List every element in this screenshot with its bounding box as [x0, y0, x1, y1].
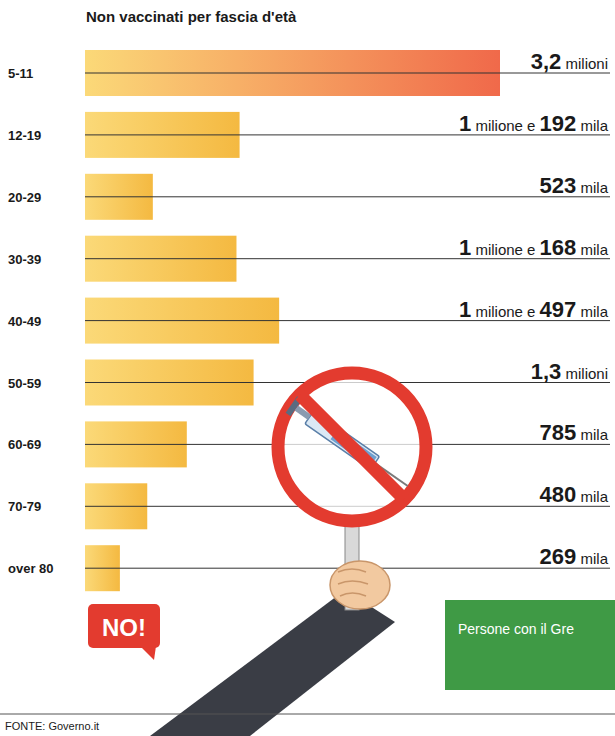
source: FONTE: Governo.it	[5, 720, 99, 732]
label-number: 192	[540, 111, 577, 136]
row-rule	[85, 320, 610, 321]
data-label: 269 mila	[540, 544, 609, 569]
category-label: 50-59	[8, 376, 41, 391]
green-box	[445, 600, 615, 690]
label-number: 1	[459, 235, 471, 260]
data-label: 1,3 milioni	[531, 359, 608, 384]
no-badge-tail	[140, 646, 156, 660]
label-number: 480	[540, 482, 577, 507]
sign-slash	[300, 395, 404, 499]
label-unit: milione e	[471, 303, 539, 320]
label-unit: milioni	[561, 365, 608, 382]
no-badge	[88, 604, 160, 648]
label-unit: mila	[576, 426, 608, 443]
hand	[330, 561, 390, 609]
row-rule	[85, 134, 610, 135]
label-number: 785	[540, 420, 577, 445]
category-label: 5-11	[8, 66, 33, 81]
label-number: 523	[540, 173, 577, 198]
data-label: 1 milione e 168 mila	[459, 235, 609, 260]
label-unit: mila	[576, 303, 608, 320]
category-label: 60-69	[8, 437, 41, 452]
category-label: over 80	[8, 561, 54, 576]
category-label: 30-39	[8, 252, 41, 267]
label-number: 1,3	[531, 359, 562, 384]
data-label: 785 mila	[540, 420, 609, 445]
sign-ring	[278, 373, 426, 521]
label-unit: milione e	[471, 241, 539, 258]
data-label: 480 mila	[540, 482, 609, 507]
label-unit: mila	[576, 550, 608, 567]
rules	[85, 73, 610, 568]
label-number: 3,2	[531, 49, 562, 74]
labels: 5-11 3,2 milioni 12-19 1 milione e 192 mila…	[8, 49, 609, 576]
background	[0, 0, 615, 736]
title: Non vaccinati per fascia d'età	[86, 8, 297, 25]
category-label: 70-79	[8, 499, 41, 514]
label-unit: mila	[576, 488, 608, 505]
data-label: 3,2 milioni	[531, 49, 608, 74]
row-rule	[85, 196, 610, 197]
label-number: 1	[459, 111, 471, 136]
data-label: 523 mila	[540, 173, 609, 198]
category-label: 40-49	[8, 314, 41, 329]
label-number: 1	[459, 297, 471, 322]
label-unit: milione e	[471, 117, 539, 134]
label-unit: mila	[576, 179, 608, 196]
label-unit: mila	[576, 117, 608, 134]
fingers	[338, 569, 368, 596]
data-label: 1 milione e 192 mila	[459, 111, 609, 136]
label-unit: mila	[576, 241, 608, 258]
source-rule	[0, 714, 615, 715]
label-unit: milioni	[561, 55, 608, 72]
label-number: 497	[540, 297, 577, 322]
illustration	[150, 373, 426, 736]
annotation: NO!	[102, 614, 146, 641]
category-label: 20-29	[8, 190, 41, 205]
label-number: 269	[540, 544, 577, 569]
annotation: Persone con il Gre	[458, 621, 574, 637]
chart: Non vaccinati per fascia d'età 5-11 3,2 mi…	[0, 0, 615, 736]
row-rule	[85, 258, 610, 259]
label-number: 168	[540, 235, 577, 260]
category-label: 12-19	[8, 128, 41, 143]
data-label: 1 milione e 497 mila	[459, 297, 609, 322]
